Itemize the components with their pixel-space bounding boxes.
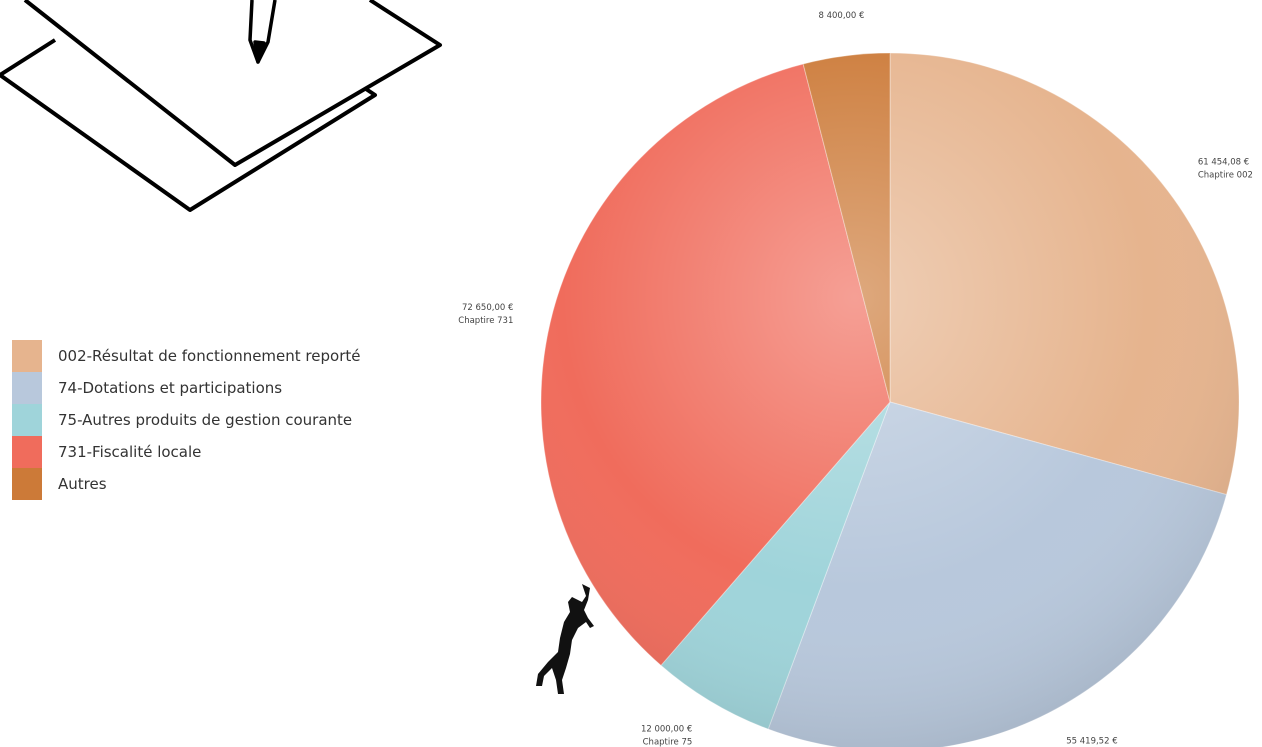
legend-item: 75-Autres produits de gestion courante: [12, 404, 452, 436]
data-label-value: 72 650,00 €: [462, 303, 513, 313]
data-label-chapter: Chaptire 75: [643, 738, 693, 747]
cat-silhouette-icon: [536, 584, 594, 694]
legend-item: 731-Fiscalité locale: [12, 436, 452, 468]
data-label-chapter: Chaptire 731: [458, 316, 513, 326]
data-label-value: 12 000,00 €: [641, 725, 692, 735]
legend-swatch: [12, 404, 42, 436]
data-label-chapter: Chaptire 002: [1198, 170, 1253, 180]
data-label-value: 61 454,08 €: [1198, 157, 1249, 167]
legend-item: 74-Dotations et participations: [12, 372, 452, 404]
legend-swatch: [12, 436, 42, 468]
data-label-value: 55 419,52 €: [1066, 737, 1117, 747]
legend-swatch: [12, 340, 42, 372]
legend-label: 002-Résultat de fonctionnement reporté: [58, 347, 361, 365]
legend-swatch: [12, 468, 42, 500]
chart-legend: 002-Résultat de fonctionnement reporté 74…: [12, 340, 452, 500]
paper-pencil-sketch-icon: [0, 0, 442, 212]
legend-item: 002-Résultat de fonctionnement reporté: [12, 340, 452, 372]
legend-label: 731-Fiscalité locale: [58, 443, 202, 461]
legend-swatch: [12, 372, 42, 404]
legend-item: Autres: [12, 468, 452, 500]
legend-label: 74-Dotations et participations: [58, 379, 283, 397]
legend-label: Autres: [58, 475, 107, 493]
legend-label: 75-Autres produits de gestion courante: [58, 411, 353, 429]
data-label-value: 8 400,00 €: [818, 11, 864, 21]
